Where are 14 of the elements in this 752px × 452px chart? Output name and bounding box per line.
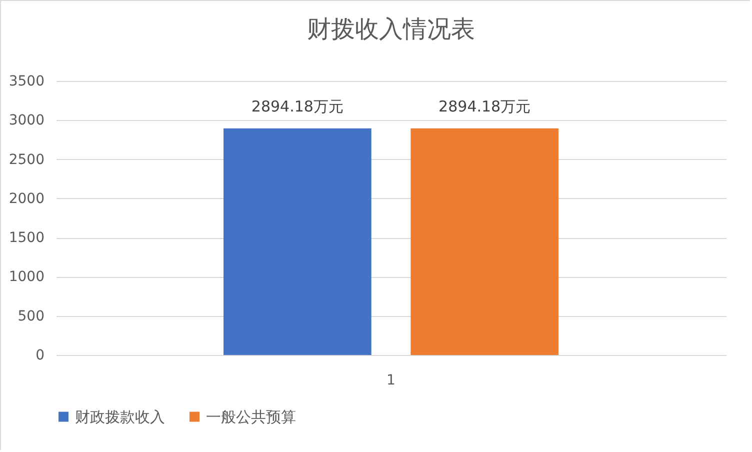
data-label: 2894.18万元 [438, 97, 531, 116]
legend-label: 一般公共预算 [206, 408, 296, 426]
chart-title: 财拨收入情况表 [307, 15, 475, 43]
y-tick-label: 0 [36, 348, 44, 364]
x-tick-label: 1 [386, 372, 396, 388]
y-tick-label: 2000 [8, 190, 44, 207]
y-tick-label: 2500 [8, 152, 44, 168]
data-label: 2894.18万元 [251, 97, 344, 116]
y-tick-label: 3000 [8, 112, 44, 129]
y-tick-label: 1000 [8, 269, 44, 286]
y-tick-label: 500 [18, 308, 44, 324]
legend-label: 财政拨款收入 [75, 408, 165, 426]
y-tick-label: 1500 [8, 230, 44, 246]
y-tick-label: 3500 [8, 74, 44, 90]
